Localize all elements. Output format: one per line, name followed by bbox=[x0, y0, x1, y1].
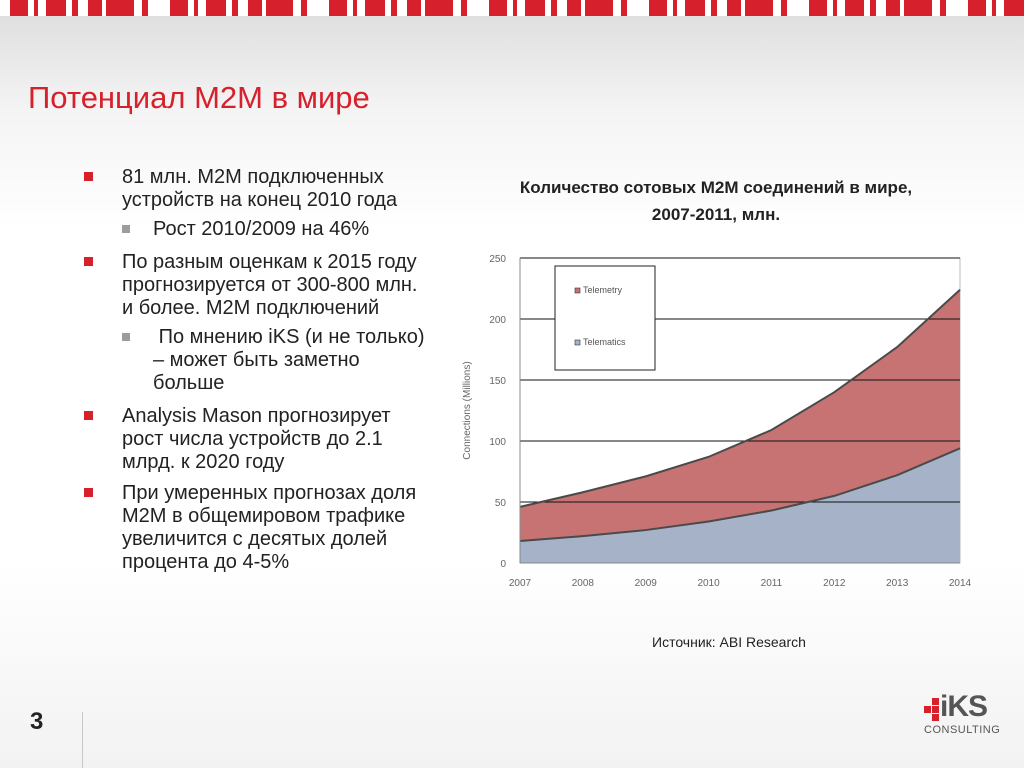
x-tick-label: 2013 bbox=[886, 578, 909, 589]
chart-title: Количество сотовых M2M соединений в мире… bbox=[519, 178, 913, 224]
source-note: Источник: ABI Research bbox=[652, 634, 806, 650]
legend-swatch-telematics bbox=[574, 339, 581, 346]
legend-box bbox=[554, 265, 656, 371]
bullet-item: Analysis Mason прогнозирует рост числа у… bbox=[84, 405, 429, 474]
slide-title: Потенциал M2M в мире bbox=[28, 80, 370, 115]
page-number: 3 bbox=[30, 708, 44, 735]
legend-label-telemetry: Telemetry bbox=[583, 285, 623, 295]
x-tick-label: 2007 bbox=[509, 578, 532, 589]
page-divider bbox=[82, 712, 83, 768]
series-area-telematics bbox=[520, 448, 960, 563]
x-tick-label: 2008 bbox=[572, 578, 595, 589]
iks-logo: iKS CONSULTING bbox=[920, 690, 1000, 740]
y-axis-label: Connections (Millions) bbox=[462, 361, 473, 459]
y-tick-label: 200 bbox=[489, 315, 506, 326]
bullet-item: 81 млн. M2M подключенных устройств на ко… bbox=[84, 166, 429, 212]
legend-label-telematics: Telematics bbox=[583, 337, 626, 347]
x-tick-label: 2012 bbox=[823, 578, 846, 589]
bullet-item: По разным оценкам к 2015 году прогнозиру… bbox=[84, 251, 429, 320]
sub-bullet-item: По мнению iKS (и не только) – может быть… bbox=[122, 326, 429, 395]
bullet-list: 81 млн. M2M подключенных устройств на ко… bbox=[84, 166, 429, 582]
legend-swatch-telemetry bbox=[574, 287, 581, 294]
logo-subtitle: CONSULTING bbox=[924, 724, 1001, 736]
sub-bullet-item: Рост 2010/2009 на 46% bbox=[122, 218, 429, 241]
series-line-telematics bbox=[519, 447, 961, 543]
x-tick-label: 2010 bbox=[697, 578, 720, 589]
y-tick-label: 0 bbox=[500, 559, 506, 570]
y-tick-label: 150 bbox=[489, 376, 506, 387]
area-chart: 0 50 100 150 200 250 2007 2008 2009 2010 2011 2012 2… bbox=[462, 254, 972, 589]
y-tick-label: 100 bbox=[489, 437, 506, 448]
x-tick-label: 2009 bbox=[635, 578, 658, 589]
series-area-telemetry bbox=[520, 289, 960, 542]
series-line-telemetry bbox=[519, 288, 961, 508]
x-tick-label: 2014 bbox=[949, 578, 972, 589]
x-tick-label: 2011 bbox=[761, 578, 783, 589]
logo-mark: iKS bbox=[940, 690, 988, 723]
bullet-item: При умеренных прогнозах доля M2M в общем… bbox=[84, 482, 429, 574]
y-tick-label: 50 bbox=[495, 498, 507, 509]
top-decor-bar bbox=[0, 0, 1024, 16]
y-tick-label: 250 bbox=[489, 254, 506, 265]
